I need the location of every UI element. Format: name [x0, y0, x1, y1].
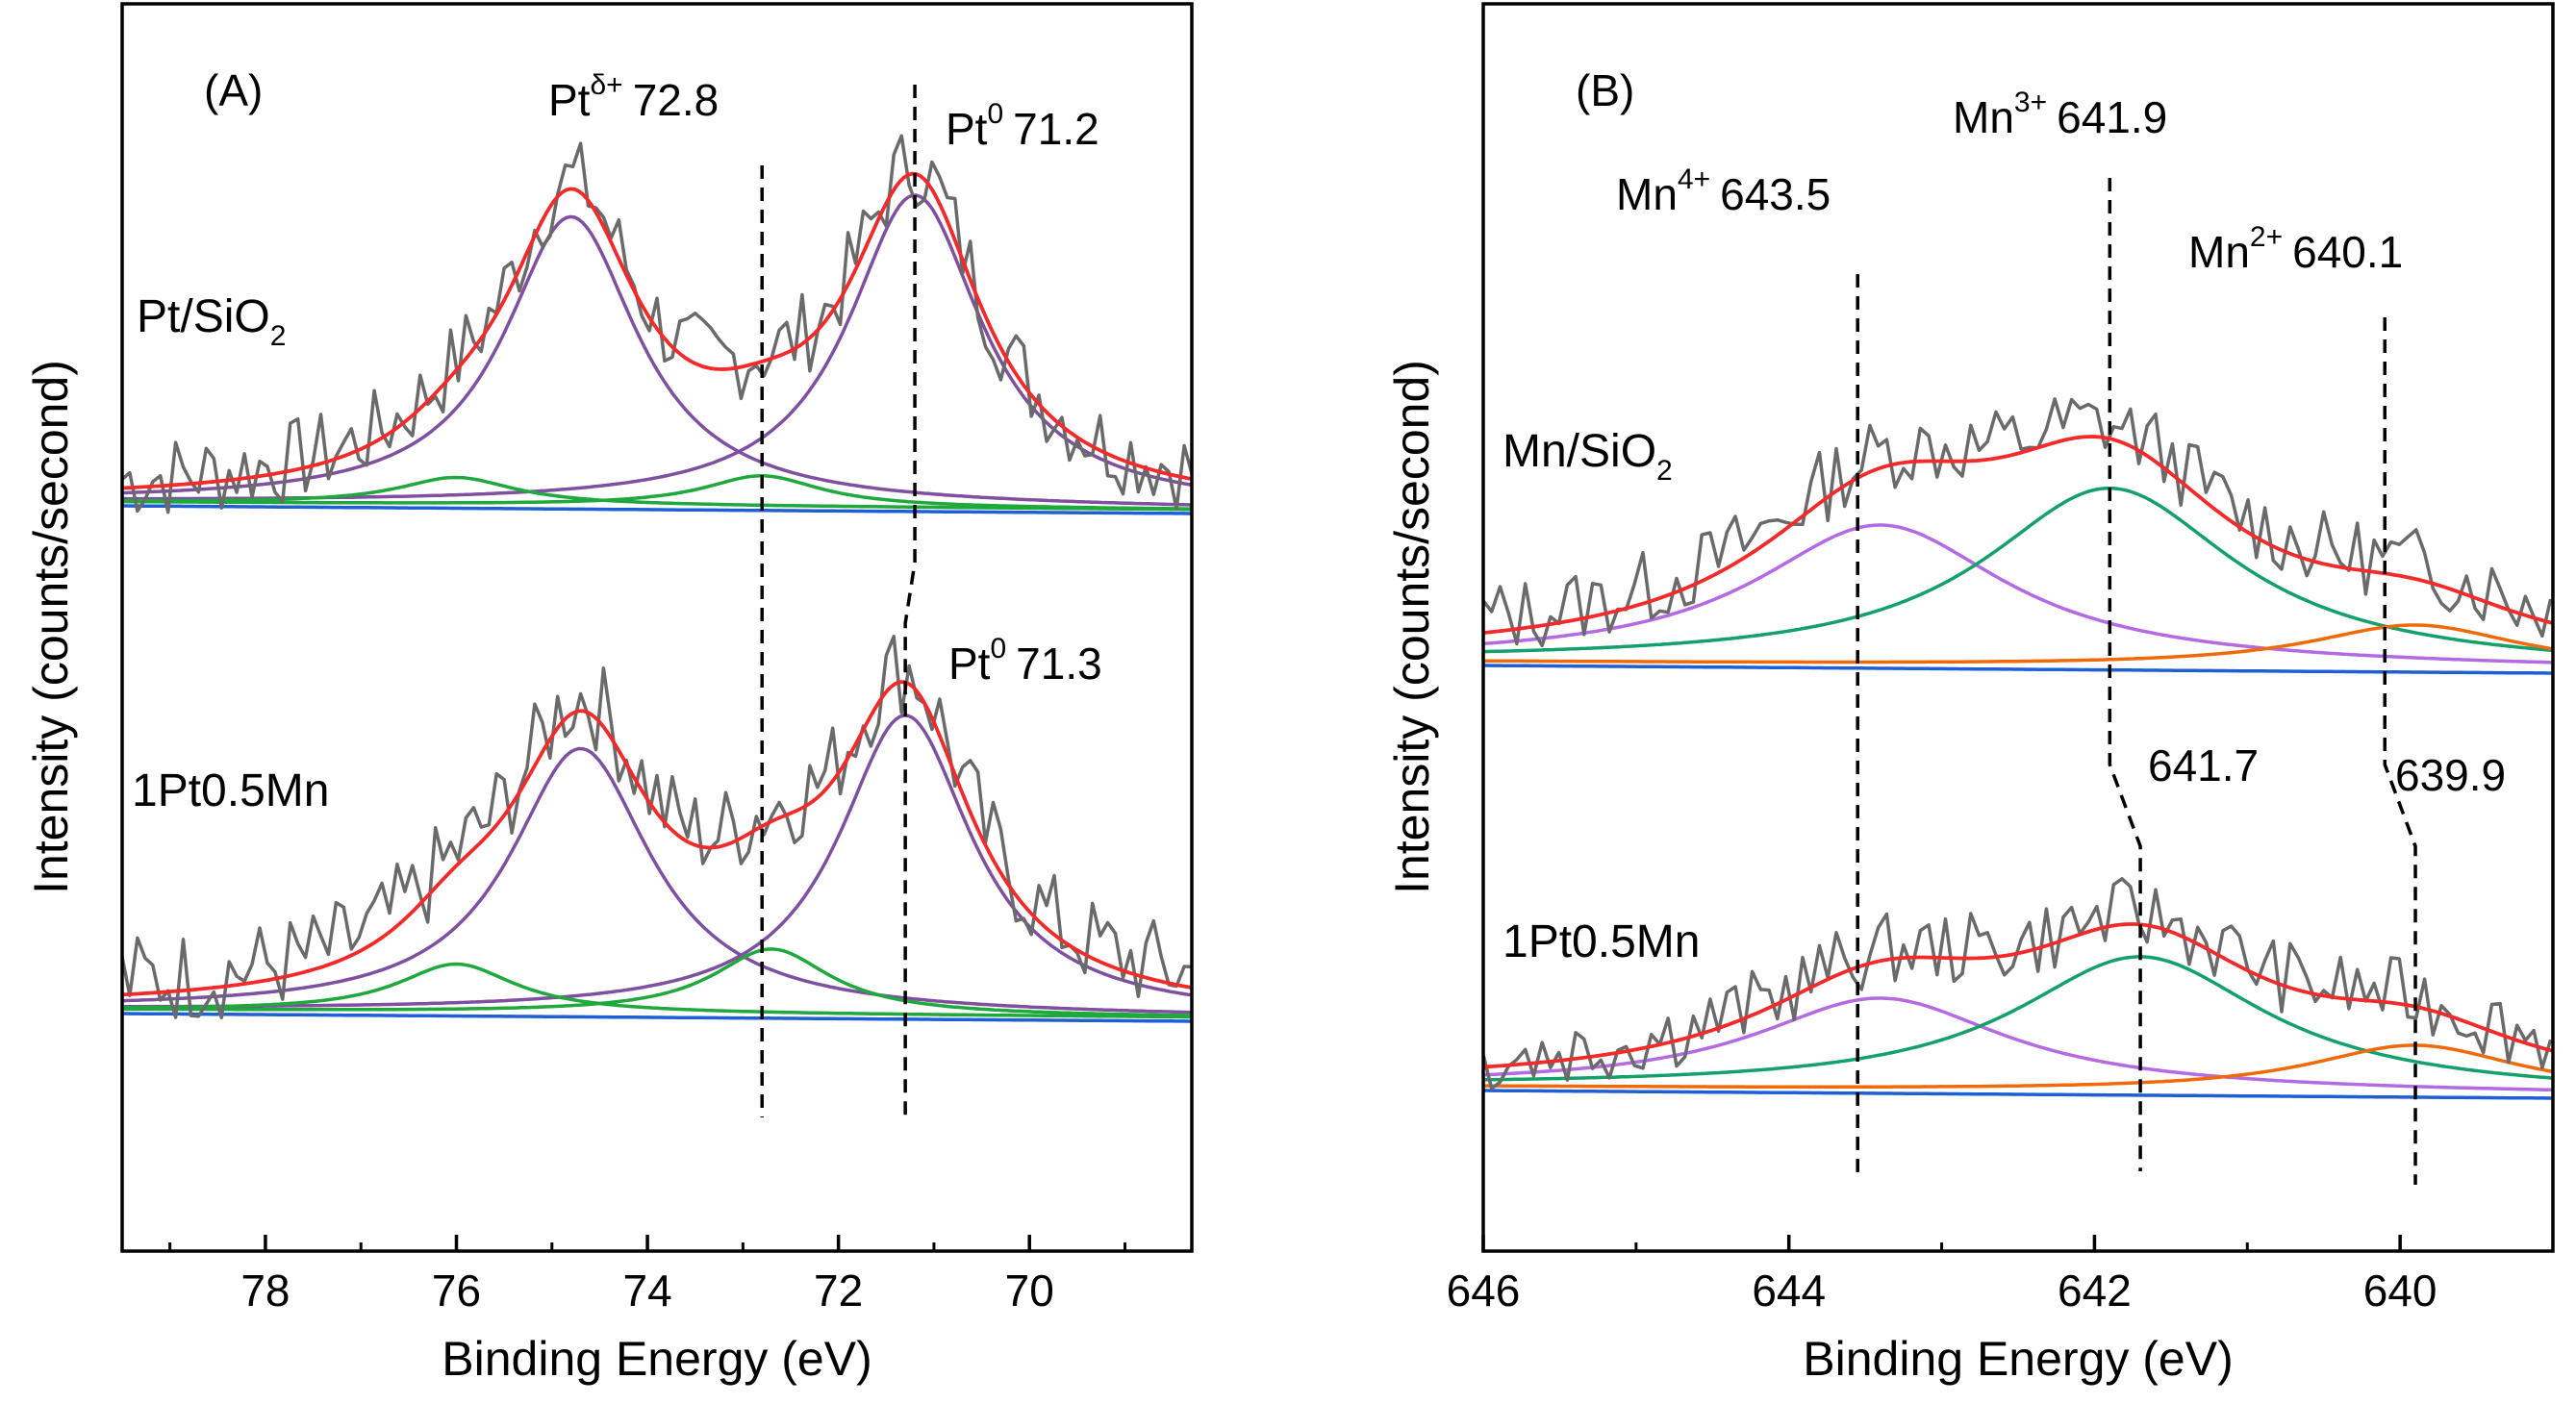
panel-b-curves: [1481, 397, 2554, 1100]
stack-2: [120, 635, 1193, 1023]
background-line: [1483, 664, 2553, 675]
panel-b-x-axis-title: Binding Energy (eV): [1803, 1332, 2233, 1386]
fit-component-2: [1483, 955, 2554, 1082]
panel-a-reference-lines: [760, 85, 917, 1117]
fit-envelope: [1482, 922, 2554, 1069]
annotation-pt0-71-2: Pt0 71.2: [946, 98, 1099, 154]
panel-a-curves: [120, 134, 1194, 1023]
panel-a-y-axis-title: Intensity (counts/second): [24, 360, 78, 894]
stack-2: [1481, 877, 2554, 1100]
sample-label-mn-sio2: Mn/SiO2: [1503, 426, 1673, 487]
reference-line-2: [903, 85, 917, 1117]
panel-b: 646 644 642 640 (B) Mn/SiO2 1Pt0.5Mn Mn4+ 64…: [1385, 2, 2555, 1386]
reference-line-3: [2383, 317, 2417, 1185]
x-tick-label: 72: [814, 1266, 863, 1316]
x-tick-label: 646: [1447, 1266, 1521, 1316]
raw-spectrum: [1481, 397, 2553, 648]
x-tick-label: 70: [1005, 1266, 1054, 1316]
panel-a: 78 76 74 72 70 (A) Pt/SiO2 1Pt0.5Mn Ptδ+ 72.8…: [24, 2, 1194, 1386]
panel-b-reference-lines: [1856, 178, 2417, 1185]
panel-b-x-axis: 646 644 642 640: [1447, 1235, 2437, 1316]
x-tick-label: 76: [432, 1266, 481, 1316]
panel-a-x-axis-title: Binding Energy (eV): [442, 1332, 871, 1386]
raw-spectrum: [120, 134, 1194, 514]
panel-a-x-axis: 78 76 74 72 70: [168, 1235, 1126, 1316]
sample-label-1pt05mn-b: 1Pt0.5Mn: [1503, 916, 1700, 967]
background-line: [122, 1012, 1192, 1023]
fit-component-3: [1482, 623, 2554, 664]
fit-component-4: [122, 474, 1192, 511]
annotation-641-7: 641.7: [2148, 740, 2259, 790]
annotation-pt-delta-72-8: Ptδ+ 72.8: [548, 69, 719, 125]
stack-1: [1481, 397, 2554, 675]
fit-component-3: [1482, 1043, 2554, 1089]
fit-component-3: [122, 962, 1192, 1019]
x-tick-label: 78: [240, 1266, 290, 1316]
annotation-mn4-643-5: Mn4+ 643.5: [1616, 163, 1831, 219]
x-tick-label: 642: [2058, 1266, 2132, 1316]
fit-envelope: [1482, 435, 2554, 635]
x-tick-label: 644: [1752, 1266, 1826, 1316]
annotation-pt0-71-3: Pt0 71.3: [948, 633, 1102, 689]
x-tick-label: 640: [2363, 1266, 2437, 1316]
annotation-639-9: 639.9: [2395, 750, 2506, 800]
sample-label-pt-sio2: Pt/SiO2: [137, 291, 286, 352]
annotation-mn2-640-1: Mn2+ 640.1: [2188, 221, 2403, 277]
fit-component-1: [121, 214, 1193, 507]
raw-spectrum: [120, 635, 1193, 1019]
annotation-mn3-641-9: Mn3+ 641.9: [1953, 87, 2167, 142]
panel-b-frame: [1481, 2, 2555, 1253]
panel-a-frame: [120, 2, 1194, 1253]
stack-1: [120, 134, 1194, 515]
background-line: [1483, 1089, 2553, 1100]
fit-envelope: [121, 171, 1193, 490]
sample-label-1pt05mn-a: 1Pt0.5Mn: [132, 765, 329, 816]
fit-envelope: [121, 680, 1193, 997]
fit-component-1: [121, 746, 1193, 1015]
fit-component-1: [1482, 996, 2554, 1092]
background-line: [122, 504, 1192, 515]
fit-component-2: [1482, 486, 2554, 654]
x-tick-label: 74: [622, 1266, 671, 1316]
fit-component-1: [1482, 523, 2554, 664]
fit-component-3: [122, 475, 1192, 512]
reference-line-2: [2108, 178, 2142, 1171]
panel-b-label: (B): [1576, 65, 1634, 115]
panel-a-label: (A): [204, 65, 263, 115]
panel-b-y-axis-title: Intensity (counts/second): [1385, 360, 1439, 894]
fit-component-4: [122, 947, 1193, 1017]
